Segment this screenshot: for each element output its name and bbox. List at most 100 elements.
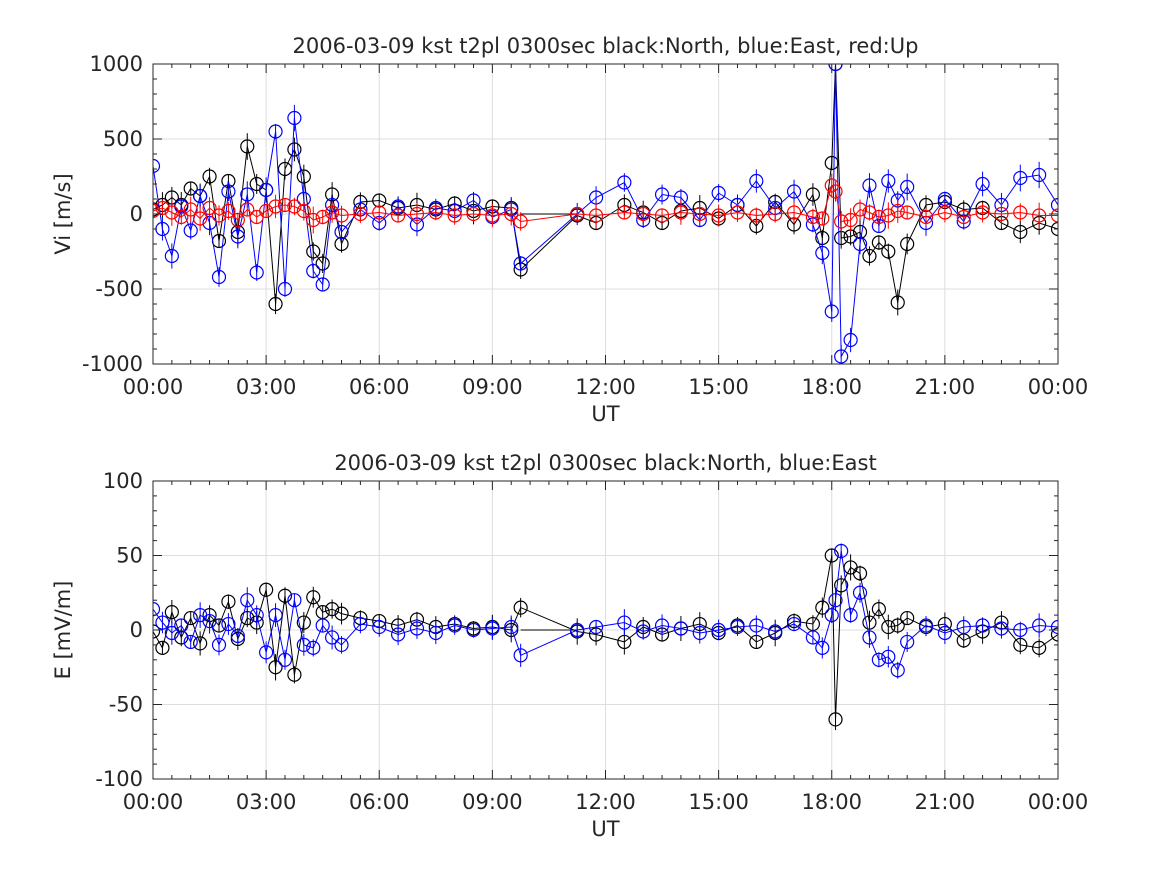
- data-point: [353, 616, 368, 632]
- data-point: [828, 593, 843, 608]
- x-tick-label: 18:00: [801, 375, 862, 399]
- data-point: [828, 712, 843, 727]
- data-point: [900, 236, 915, 252]
- data-point: [871, 602, 886, 617]
- data-point: [277, 281, 293, 297]
- data-point: [391, 627, 406, 642]
- data-point: [315, 277, 330, 292]
- data-point: [193, 636, 208, 651]
- data-point: [843, 332, 858, 348]
- data-point: [287, 110, 302, 126]
- data-point: [447, 618, 462, 633]
- data-point: [852, 585, 868, 600]
- data-point: [268, 660, 283, 675]
- data-point: [862, 248, 877, 264]
- data-point: [805, 187, 820, 202]
- data-point: [852, 236, 868, 252]
- data-point: [881, 619, 896, 635]
- chart-title: 2006-03-09 kst t2pl 0300sec black:North,…: [293, 34, 919, 58]
- data-point: [852, 202, 868, 217]
- data-point: [183, 610, 198, 626]
- data-point: [768, 624, 783, 639]
- data-point: [296, 637, 311, 653]
- data-point: [153, 602, 161, 617]
- data-point: [174, 618, 189, 633]
- data-point: [881, 173, 896, 189]
- data-point: [240, 187, 255, 202]
- data-point: [249, 607, 264, 623]
- data-point: [183, 223, 198, 238]
- data-point: [221, 594, 236, 609]
- data-point: [1032, 208, 1047, 223]
- data-point: [828, 64, 843, 72]
- data-point: [918, 209, 934, 225]
- data-point: [570, 206, 585, 222]
- data-point: [259, 203, 274, 219]
- ticks: [152, 63, 1059, 365]
- data-point: [824, 304, 839, 319]
- data-point: [447, 208, 462, 223]
- data-point: [391, 208, 406, 223]
- data-point: [975, 205, 990, 220]
- data-point: [259, 582, 274, 597]
- ticks: [152, 480, 1059, 780]
- data-point: [673, 621, 689, 636]
- data-point: [588, 619, 604, 635]
- data-point: [193, 211, 208, 226]
- data-point: [277, 652, 293, 667]
- data-point: [805, 630, 820, 645]
- data-point: [513, 600, 528, 615]
- data-point: [287, 199, 302, 214]
- data-point: [834, 578, 849, 593]
- data-point: [268, 199, 283, 214]
- data-point: [786, 616, 802, 632]
- y-tick-label: 50: [116, 544, 143, 568]
- data-point: [315, 618, 330, 633]
- chart-panel-1: 00:00 03:00 06:00 09:00 12:00 15:00 18:00 21:00…: [51, 34, 1088, 426]
- data-point: [240, 593, 255, 608]
- data-point: [306, 212, 321, 228]
- data-point: [786, 184, 802, 199]
- y-tick-label: 0: [130, 618, 143, 642]
- data-point: [202, 200, 217, 216]
- data-point: [334, 224, 349, 240]
- x-tick-label: 00:00: [123, 375, 184, 399]
- data-point: [862, 205, 877, 220]
- data-point: [513, 214, 528, 229]
- data-point: [202, 613, 217, 629]
- data-point: [409, 206, 425, 222]
- data-point: [221, 184, 236, 199]
- data-point: [805, 209, 820, 225]
- data-point: [428, 625, 443, 641]
- data-point: [306, 244, 321, 259]
- x-tick-label: 18:00: [801, 790, 862, 814]
- data-point: [824, 548, 839, 563]
- data-point: [871, 209, 886, 225]
- x-tick-label: 15:00: [688, 790, 749, 814]
- data-point: [164, 205, 179, 220]
- data-point: [277, 197, 293, 213]
- data-point: [353, 206, 368, 222]
- data-point: [325, 602, 340, 617]
- data-point: [164, 625, 179, 641]
- data-point: [1050, 627, 1058, 642]
- data-point: [240, 139, 255, 154]
- data-point: [334, 606, 349, 621]
- data-point: [711, 622, 726, 638]
- data-point: [588, 208, 604, 223]
- x-tick-label: 00:00: [1028, 790, 1089, 814]
- data-point: [1013, 170, 1028, 186]
- y-tick-label: 500: [103, 127, 143, 151]
- data-point: [711, 185, 726, 201]
- data-point: [815, 600, 830, 615]
- y-tick-label: -1000: [82, 352, 143, 376]
- data-point: [843, 607, 858, 623]
- data-point: [636, 206, 651, 222]
- data-point: [815, 245, 830, 261]
- data-point: [306, 640, 321, 655]
- data-point: [900, 205, 915, 220]
- data-point: [730, 619, 745, 635]
- data-point: [692, 206, 707, 222]
- data-area: [153, 64, 1058, 364]
- series-3: [153, 173, 1058, 234]
